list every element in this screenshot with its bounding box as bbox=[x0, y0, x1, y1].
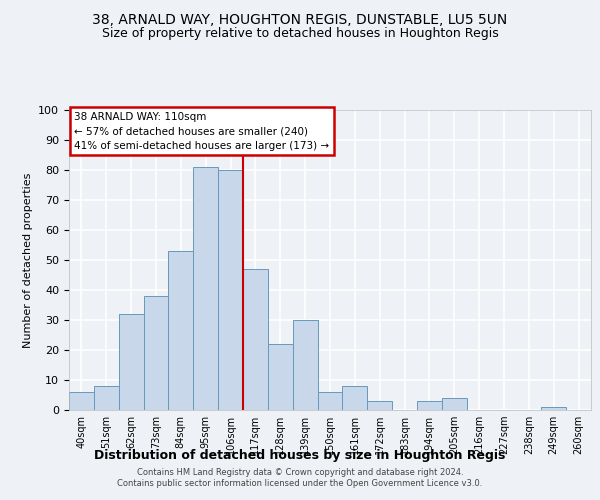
Bar bbox=[119, 314, 143, 410]
Bar bbox=[343, 386, 367, 410]
Text: 38, ARNALD WAY, HOUGHTON REGIS, DUNSTABLE, LU5 5UN: 38, ARNALD WAY, HOUGHTON REGIS, DUNSTABL… bbox=[92, 12, 508, 26]
Bar bbox=[169, 251, 193, 410]
Text: Distribution of detached houses by size in Houghton Regis: Distribution of detached houses by size … bbox=[94, 448, 506, 462]
Bar bbox=[541, 407, 566, 410]
Bar bbox=[218, 170, 243, 410]
Bar bbox=[243, 269, 268, 410]
Bar bbox=[367, 401, 392, 410]
Text: 38 ARNALD WAY: 110sqm
← 57% of detached houses are smaller (240)
41% of semi-det: 38 ARNALD WAY: 110sqm ← 57% of detached … bbox=[74, 112, 329, 151]
Y-axis label: Number of detached properties: Number of detached properties bbox=[23, 172, 33, 348]
Bar bbox=[143, 296, 169, 410]
Bar bbox=[193, 167, 218, 410]
Bar bbox=[94, 386, 119, 410]
Bar bbox=[268, 344, 293, 410]
Bar bbox=[293, 320, 317, 410]
Bar bbox=[69, 392, 94, 410]
Bar bbox=[442, 398, 467, 410]
Text: Size of property relative to detached houses in Houghton Regis: Size of property relative to detached ho… bbox=[101, 28, 499, 40]
Bar bbox=[317, 392, 343, 410]
Bar bbox=[417, 401, 442, 410]
Text: Contains HM Land Registry data © Crown copyright and database right 2024.
Contai: Contains HM Land Registry data © Crown c… bbox=[118, 468, 482, 487]
